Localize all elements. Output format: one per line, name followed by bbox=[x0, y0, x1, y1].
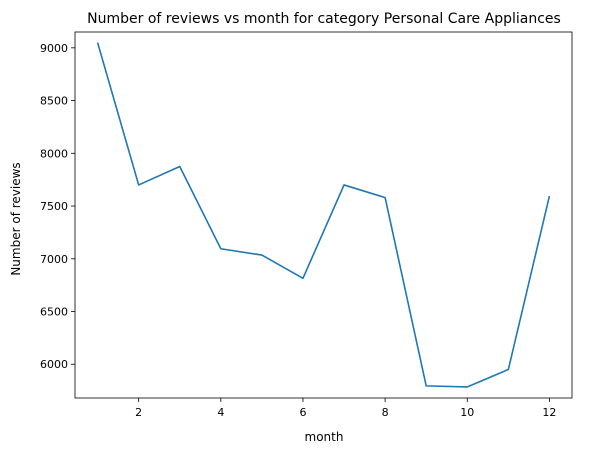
x-axis-label: month bbox=[305, 430, 344, 444]
y-tick-label: 6500 bbox=[40, 306, 68, 319]
x-tick-label: 4 bbox=[217, 406, 224, 419]
plot-area: 2 4 6 8 10 12 6000 6500 7000 7500 8000 8500 9000 bbox=[40, 31, 573, 419]
y-tick-label: 7500 bbox=[40, 200, 68, 213]
y-axis-label: Number of reviews bbox=[9, 162, 23, 275]
x-tick-label: 12 bbox=[542, 406, 556, 419]
chart-title: Number of reviews vs month for category … bbox=[87, 11, 561, 27]
y-tick-label: 8500 bbox=[40, 95, 68, 108]
x-tick-label: 6 bbox=[299, 406, 306, 419]
x-tick-label: 2 bbox=[135, 406, 142, 419]
y-tick-label: 8000 bbox=[40, 147, 68, 160]
y-tick-label: 7000 bbox=[40, 253, 68, 266]
y-tick-label: 6000 bbox=[40, 358, 68, 371]
x-tick-label: 10 bbox=[460, 406, 474, 419]
axes-frame bbox=[74, 31, 573, 399]
y-tick-label: 9000 bbox=[40, 42, 68, 55]
x-tick-label: 8 bbox=[382, 406, 389, 419]
series-line bbox=[96, 42, 551, 388]
